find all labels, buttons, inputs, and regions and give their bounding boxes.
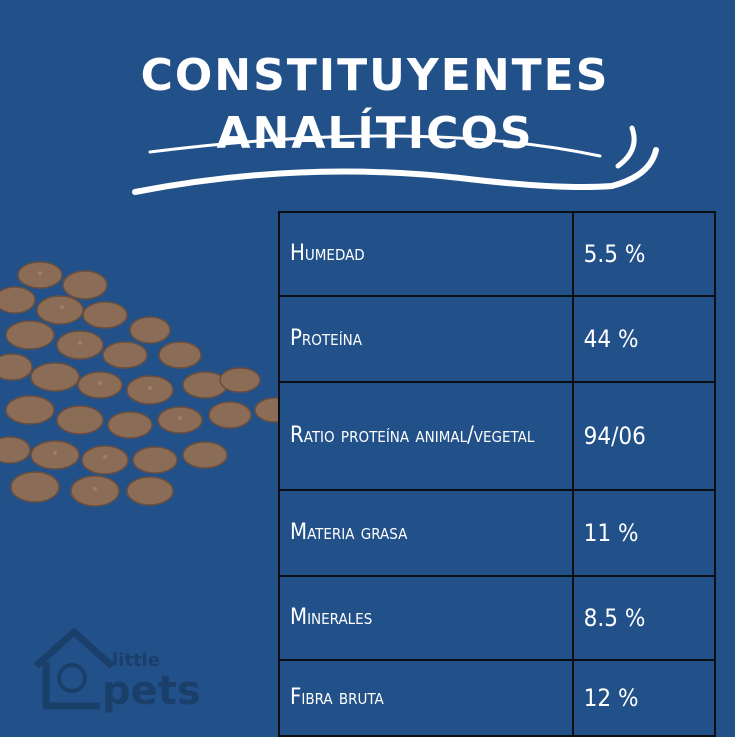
row-value: 94/06 — [571, 381, 717, 491]
logo-big-text: pets — [102, 668, 201, 714]
row-label: Proteína — [278, 295, 574, 383]
row-value: 11 % — [571, 489, 717, 577]
little-pets-logo: little pets — [33, 628, 201, 714]
table-row: Proteína 44 % — [278, 295, 717, 383]
table-row: Fibra bruta 12 % — [278, 659, 717, 737]
kibble-pile-image — [0, 261, 296, 507]
row-value: 12 % — [571, 659, 717, 737]
table-row: Ratio proteína animal/vegetal 94/06 — [278, 381, 717, 491]
table-row: Humedad 5.5 % — [278, 211, 717, 297]
row-value: 44 % — [571, 295, 717, 383]
title-line-1: CONSTITUYENTES — [140, 50, 610, 101]
swoosh-underline-icon — [132, 125, 659, 195]
row-value: 5.5 % — [571, 211, 717, 297]
row-label: Minerales — [278, 575, 574, 661]
table-row: Minerales 8.5 % — [278, 575, 717, 661]
row-value: 8.5 % — [571, 575, 717, 661]
row-label: Humedad — [278, 211, 574, 297]
row-label: Materia grasa — [278, 489, 574, 577]
row-label: Ratio proteína animal/vegetal — [278, 381, 574, 491]
title-line-2: ANALÍTICOS — [216, 108, 534, 159]
table-row: Materia grasa 11 % — [278, 489, 717, 577]
row-label: Fibra bruta — [278, 659, 574, 737]
analytical-constituents-table: Humedad 5.5 % Proteína 44 % Ratio proteí… — [278, 211, 717, 737]
logo-small-text: little — [112, 650, 160, 671]
